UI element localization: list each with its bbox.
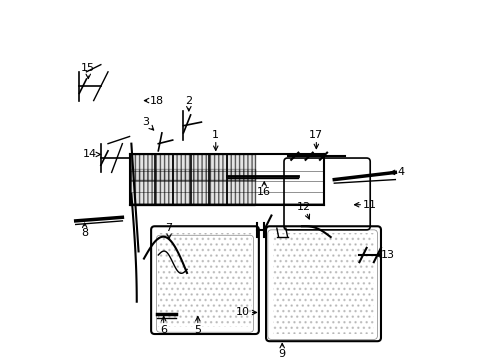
Text: 3: 3 xyxy=(142,117,153,130)
Bar xyxy=(129,169,255,205)
Text: 16: 16 xyxy=(257,182,271,197)
Text: 4: 4 xyxy=(389,167,404,177)
Text: 14: 14 xyxy=(83,149,101,159)
Text: 8: 8 xyxy=(81,223,88,238)
Text: 6: 6 xyxy=(160,316,167,336)
Text: 18: 18 xyxy=(144,95,163,105)
Text: 13: 13 xyxy=(375,250,394,260)
Bar xyxy=(273,233,373,334)
Text: 5: 5 xyxy=(194,316,201,336)
Text: 2: 2 xyxy=(185,95,192,111)
Text: 7: 7 xyxy=(165,223,172,238)
Text: 9: 9 xyxy=(278,343,285,359)
Bar xyxy=(129,154,255,180)
Text: 10: 10 xyxy=(235,307,256,318)
Text: 17: 17 xyxy=(308,130,323,149)
Text: 15: 15 xyxy=(81,63,95,78)
Text: 11: 11 xyxy=(354,200,376,210)
Text: 12: 12 xyxy=(296,202,310,219)
Bar xyxy=(158,233,251,327)
Text: 1: 1 xyxy=(212,130,219,150)
